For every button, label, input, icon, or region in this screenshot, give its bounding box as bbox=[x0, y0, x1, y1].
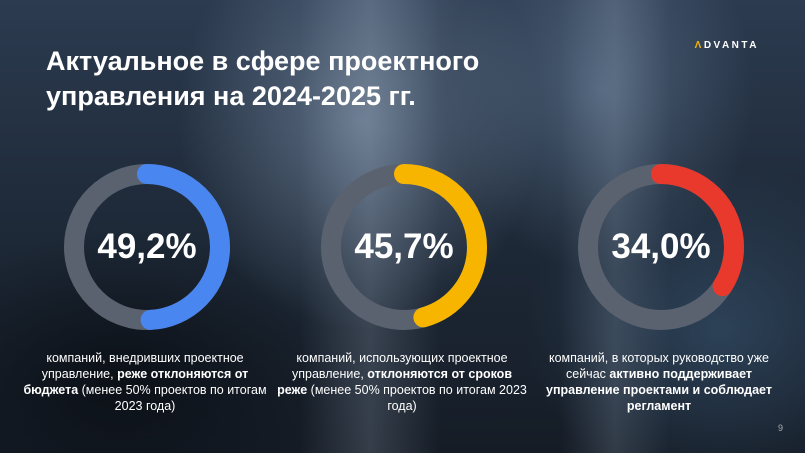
donut-arc-3 bbox=[578, 164, 744, 330]
stat-value-2: 45,7% bbox=[354, 227, 454, 266]
caption-text-3a: компаний, в которых руководство уже сейч… bbox=[549, 351, 769, 381]
donut-chart-2 bbox=[321, 164, 487, 330]
caption-highlight-1: реже отклоняются от бюджета bbox=[23, 367, 249, 397]
stat-caption-3: компаний, в которых руководство уже сейч… bbox=[534, 350, 784, 414]
caption-text-2a: компаний, использующих проектное управле… bbox=[291, 351, 508, 381]
stat-caption-2: компаний, использующих проектное управле… bbox=[277, 350, 527, 414]
caption-highlight-3: активно поддерживает управление проектам… bbox=[546, 367, 772, 413]
logo-text: DVANTA bbox=[703, 40, 759, 51]
donut-stat-3: 34,0% bbox=[578, 164, 744, 330]
slide-title: Актуальное в сфере проектного управления… bbox=[46, 46, 480, 111]
logo-mark-icon: Λ bbox=[694, 40, 704, 51]
page-number: 9 bbox=[777, 423, 783, 433]
donut-chart-1 bbox=[64, 164, 230, 330]
donut-stat-2: 45,7% bbox=[321, 164, 487, 330]
donut-arc-1 bbox=[64, 164, 230, 330]
donut-chart-3 bbox=[578, 164, 744, 330]
stat-caption-1: компаний, внедривших проектное управлени… bbox=[20, 350, 270, 414]
caption-text-2b: (менее 50% проектов по итогам 2023 года) bbox=[307, 383, 527, 413]
donut-stat-1: 49,2% bbox=[64, 164, 230, 330]
donut-arc-2 bbox=[321, 164, 487, 330]
advanta-logo: ΛDVANTA bbox=[695, 40, 759, 51]
stat-value-3: 34,0% bbox=[611, 227, 711, 266]
caption-text-1b: (менее 50% проектов по итогам 2023 года) bbox=[78, 383, 267, 413]
caption-highlight-2: отклоняются от сроков реже bbox=[277, 367, 512, 397]
stat-value-1: 49,2% bbox=[97, 227, 197, 266]
caption-text-1a: компаний, внедривших проектное управлени… bbox=[41, 351, 244, 381]
